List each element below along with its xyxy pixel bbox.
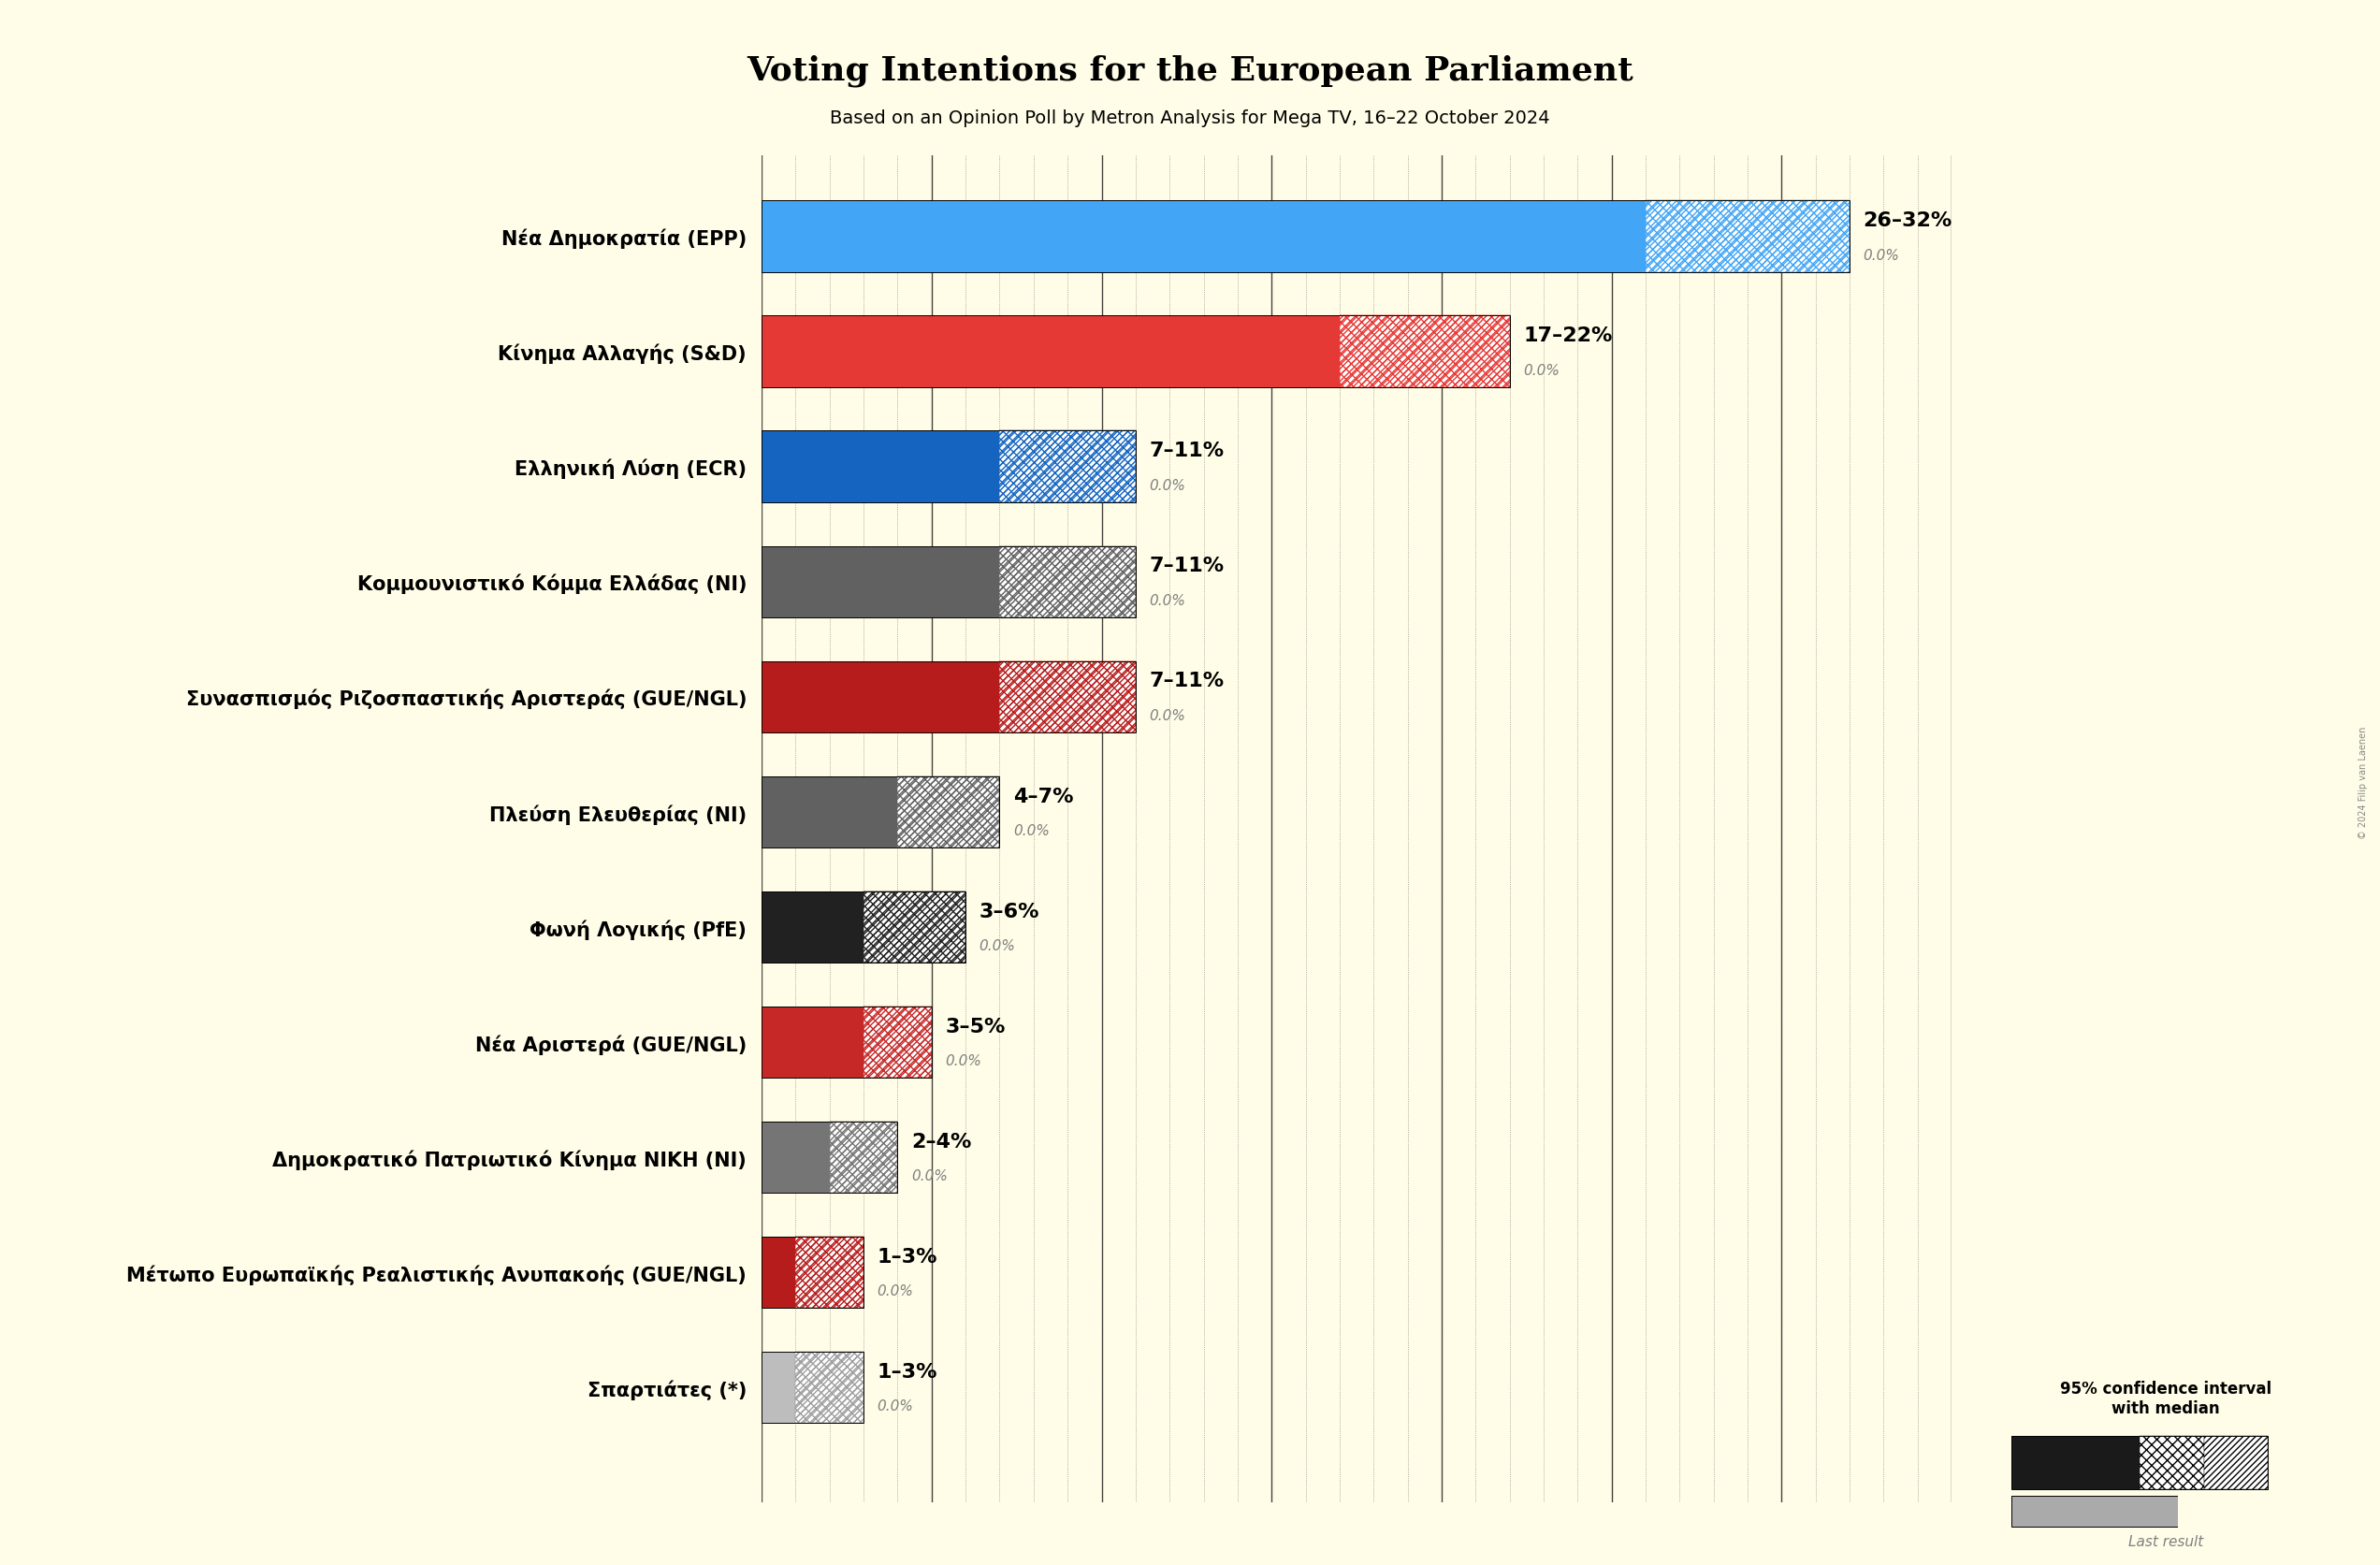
Bar	[831, 1122, 897, 1193]
Bar	[762, 1122, 831, 1193]
Text: Last result: Last result	[2128, 1534, 2204, 1548]
Text: 0.0%: 0.0%	[1523, 363, 1559, 377]
Bar	[1645, 202, 1849, 272]
Text: 7–11%: 7–11%	[1150, 441, 1223, 460]
Bar	[864, 892, 966, 962]
Bar	[2204, 1437, 2268, 1488]
Text: 1–3%: 1–3%	[878, 1362, 938, 1380]
Bar	[762, 316, 1340, 388]
Bar	[762, 662, 1000, 732]
Bar	[2011, 1496, 2178, 1527]
Bar	[1000, 546, 1135, 618]
Text: 95% confidence interval
with median: 95% confidence interval with median	[2061, 1380, 2271, 1416]
Bar	[1645, 202, 1849, 272]
Bar	[795, 1236, 864, 1308]
Bar	[897, 776, 1000, 848]
Text: 2–4%: 2–4%	[912, 1131, 971, 1150]
Bar	[1000, 432, 1135, 502]
Bar	[795, 1352, 864, 1423]
Text: 0.0%: 0.0%	[1150, 709, 1185, 723]
Bar	[1340, 316, 1509, 388]
Bar	[1340, 316, 1509, 388]
Bar	[1000, 662, 1135, 732]
Bar	[762, 776, 897, 848]
Text: 17–22%: 17–22%	[1523, 327, 1611, 346]
Text: Voting Intentions for the European Parliament: Voting Intentions for the European Parli…	[747, 55, 1633, 88]
Text: 0.0%: 0.0%	[878, 1399, 914, 1413]
Bar	[795, 1236, 864, 1308]
Bar	[1000, 546, 1135, 618]
Bar	[831, 1122, 897, 1193]
Bar	[762, 546, 1000, 618]
Bar	[864, 1006, 931, 1078]
Text: 7–11%: 7–11%	[1150, 671, 1223, 690]
Bar	[864, 892, 966, 962]
Text: 0.0%: 0.0%	[978, 939, 1016, 953]
Bar	[2140, 1437, 2204, 1488]
Text: Based on an Opinion Poll by Metron Analysis for Mega TV, 16–22 October 2024: Based on an Opinion Poll by Metron Analy…	[831, 110, 1549, 127]
Text: 26–32%: 26–32%	[1864, 211, 1952, 230]
Bar	[1000, 662, 1135, 732]
Bar	[795, 1352, 864, 1423]
Text: 0.0%: 0.0%	[1864, 249, 1899, 263]
Bar	[831, 1122, 897, 1193]
Text: 7–11%: 7–11%	[1150, 557, 1223, 576]
Bar	[762, 892, 864, 962]
Bar	[1340, 316, 1509, 388]
Bar	[2011, 1437, 2140, 1488]
Bar	[2140, 1437, 2204, 1488]
Text: 0.0%: 0.0%	[945, 1053, 981, 1067]
Bar	[762, 432, 1000, 502]
Text: 0.0%: 0.0%	[1014, 823, 1050, 837]
Bar	[762, 1236, 795, 1308]
Text: 0.0%: 0.0%	[1150, 479, 1185, 493]
Text: 1–3%: 1–3%	[878, 1247, 938, 1266]
Bar	[1000, 432, 1135, 502]
Bar	[1000, 432, 1135, 502]
Text: 3–5%: 3–5%	[945, 1017, 1004, 1036]
Text: 0.0%: 0.0%	[912, 1169, 947, 1183]
Bar	[1000, 546, 1135, 618]
Bar	[795, 1352, 864, 1423]
Text: 4–7%: 4–7%	[1014, 787, 1073, 806]
Bar	[897, 776, 1000, 848]
Bar	[2204, 1437, 2268, 1488]
Bar	[864, 1006, 931, 1078]
Bar	[1645, 202, 1849, 272]
Text: © 2024 Filip van Laenen: © 2024 Filip van Laenen	[2359, 726, 2368, 839]
Bar	[864, 892, 966, 962]
Bar	[762, 202, 1645, 272]
Bar	[795, 1236, 864, 1308]
Bar	[762, 1006, 864, 1078]
Bar	[897, 776, 1000, 848]
Bar	[1000, 662, 1135, 732]
Bar	[762, 1352, 795, 1423]
Bar	[864, 1006, 931, 1078]
Text: 0.0%: 0.0%	[878, 1283, 914, 1297]
Text: 0.0%: 0.0%	[1150, 593, 1185, 607]
Text: 3–6%: 3–6%	[978, 901, 1040, 920]
